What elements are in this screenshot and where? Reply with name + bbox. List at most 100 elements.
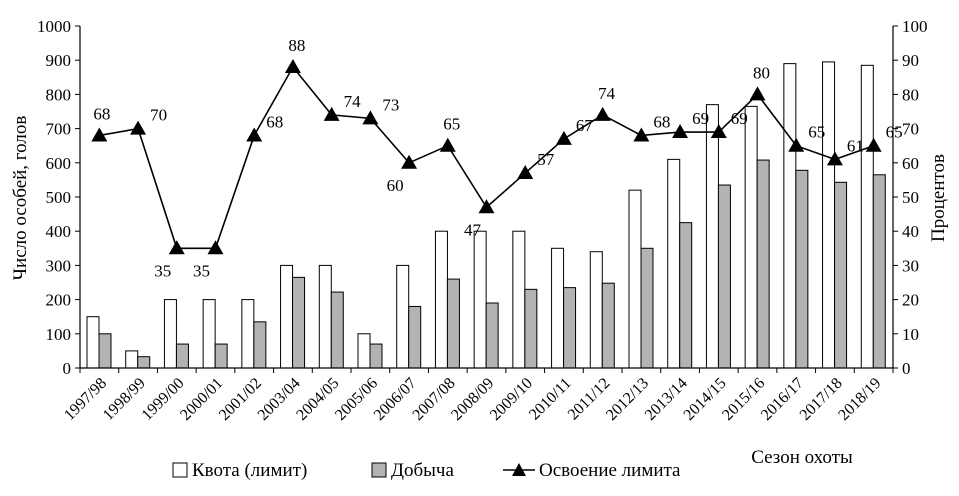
utilization-marker bbox=[788, 137, 805, 152]
utilization-data-label: 69 bbox=[731, 109, 748, 128]
x-axis-label: Сезон охоты bbox=[751, 447, 853, 468]
bar-harvest bbox=[137, 356, 151, 369]
y2-tick-label: 80 bbox=[902, 85, 919, 104]
x-tick-label: 2007/08 bbox=[410, 375, 459, 424]
x-tick-label: 2018/19 bbox=[835, 375, 884, 424]
y-tick-label: 1000 bbox=[37, 17, 71, 36]
x-tick-label: 2013/14 bbox=[642, 375, 691, 424]
bar-quota bbox=[318, 264, 332, 369]
y-tick-label: 300 bbox=[46, 256, 72, 275]
y-axis-label: Число особей, голов bbox=[10, 116, 31, 281]
bar-quota bbox=[434, 230, 448, 369]
x-tick-label: 2005/06 bbox=[332, 375, 381, 424]
bar-harvest bbox=[601, 282, 615, 369]
utilization-data-label: 65 bbox=[886, 123, 903, 142]
utilization-data-label: 65 bbox=[443, 115, 460, 134]
utilization-data-label: 73 bbox=[382, 95, 399, 114]
bar-harvest bbox=[175, 343, 189, 369]
utilization-data-label: 35 bbox=[193, 261, 210, 280]
y-tick-label: 800 bbox=[46, 85, 72, 104]
utilization-data-label: 47 bbox=[464, 220, 482, 239]
utilization-marker bbox=[517, 165, 534, 180]
legend-utilization-label: Освоение лимита bbox=[539, 460, 681, 481]
y-tick-label: 500 bbox=[46, 188, 72, 207]
x-tick-label: 1997/98 bbox=[61, 375, 110, 424]
bar-harvest bbox=[834, 181, 848, 369]
utilization-marker bbox=[749, 86, 766, 101]
bar-harvest bbox=[485, 302, 499, 369]
utilization-data-label: 69 bbox=[692, 109, 709, 128]
x-tick-label: 1998/99 bbox=[100, 375, 149, 424]
bar-harvest bbox=[717, 184, 731, 369]
bar-quota bbox=[163, 299, 177, 369]
x-tick-label: 2017/18 bbox=[797, 375, 846, 424]
bar-harvest bbox=[98, 333, 112, 369]
bar-harvest bbox=[253, 321, 267, 369]
bar-quota bbox=[744, 105, 758, 369]
y2-tick-label: 20 bbox=[902, 291, 919, 310]
utilization-data-label: 80 bbox=[753, 63, 770, 82]
utilization-marker bbox=[439, 137, 456, 152]
bar-harvest bbox=[292, 276, 306, 369]
bar-harvest bbox=[563, 287, 577, 369]
left-axis-ticks: 0 100 200 300 400 500 600 700 800 900 1000 bbox=[37, 17, 80, 378]
y2-tick-label: 30 bbox=[902, 256, 919, 275]
bar-quota bbox=[551, 247, 565, 369]
bar-harvest bbox=[446, 278, 460, 369]
x-tick-label: 2003/04 bbox=[255, 375, 304, 424]
x-tick-label: 2015/16 bbox=[719, 375, 768, 424]
bar-harvest bbox=[408, 305, 422, 369]
bar-harvest bbox=[756, 159, 770, 369]
y2-tick-label: 10 bbox=[902, 325, 919, 344]
bar-quota bbox=[705, 104, 719, 369]
utilization-marker bbox=[207, 240, 224, 255]
legend-triangle-marker bbox=[512, 463, 526, 476]
bar-quota bbox=[628, 189, 642, 369]
x-tick-label: 2000/01 bbox=[177, 375, 226, 424]
bar-quota bbox=[125, 350, 139, 369]
utilization-marker bbox=[246, 127, 263, 142]
y2-tick-label: 0 bbox=[902, 359, 911, 378]
utilization-data-label: 60 bbox=[387, 176, 404, 195]
y-tick-label: 400 bbox=[46, 222, 72, 241]
bar-quota bbox=[860, 64, 874, 369]
x-tick-label: 2012/13 bbox=[603, 375, 652, 424]
bar-quota bbox=[822, 61, 836, 369]
bar-quota bbox=[589, 251, 603, 369]
y2-tick-label: 70 bbox=[902, 120, 919, 139]
utilization-marker bbox=[865, 137, 882, 152]
utilization-marker bbox=[555, 130, 572, 145]
bar-quota bbox=[86, 316, 100, 369]
legend: Квота (лимит) Добыча Освоение лимита bbox=[172, 460, 681, 481]
utilization-marker bbox=[710, 124, 727, 139]
utilization-marker bbox=[91, 127, 108, 142]
y2-tick-label: 90 bbox=[902, 51, 919, 70]
utilization-data-label: 68 bbox=[93, 104, 110, 123]
bar-quota bbox=[280, 264, 294, 369]
y-tick-label: 900 bbox=[46, 51, 72, 70]
bar-quota bbox=[241, 299, 255, 369]
y2-tick-label: 50 bbox=[902, 188, 919, 207]
utilization-data-label: 61 bbox=[847, 136, 864, 155]
bar-quota bbox=[783, 63, 797, 369]
utilization-marker bbox=[401, 154, 418, 169]
utilization-data-label: 65 bbox=[808, 123, 825, 142]
bar-harvest bbox=[872, 174, 886, 369]
utilization-marker bbox=[594, 106, 611, 121]
utilization-data-label: 35 bbox=[154, 261, 171, 280]
utilization-data-label: 74 bbox=[598, 84, 616, 103]
utilization-marker bbox=[362, 110, 379, 125]
x-tick-label: 2004/05 bbox=[293, 375, 342, 424]
y-tick-label: 200 bbox=[46, 291, 72, 310]
y2-tick-label: 40 bbox=[902, 222, 919, 241]
legend-harvest-swatch bbox=[371, 462, 387, 478]
bar-harvest bbox=[214, 343, 228, 369]
bar-harvest bbox=[640, 247, 654, 369]
utilization-data-label: 67 bbox=[576, 116, 594, 135]
y2-tick-label: 100 bbox=[902, 17, 928, 36]
utilization-marker bbox=[284, 59, 301, 74]
legend-harvest-label: Добыча bbox=[391, 460, 454, 481]
bar-quota bbox=[512, 230, 526, 369]
utilization-data-label: 88 bbox=[288, 36, 305, 55]
